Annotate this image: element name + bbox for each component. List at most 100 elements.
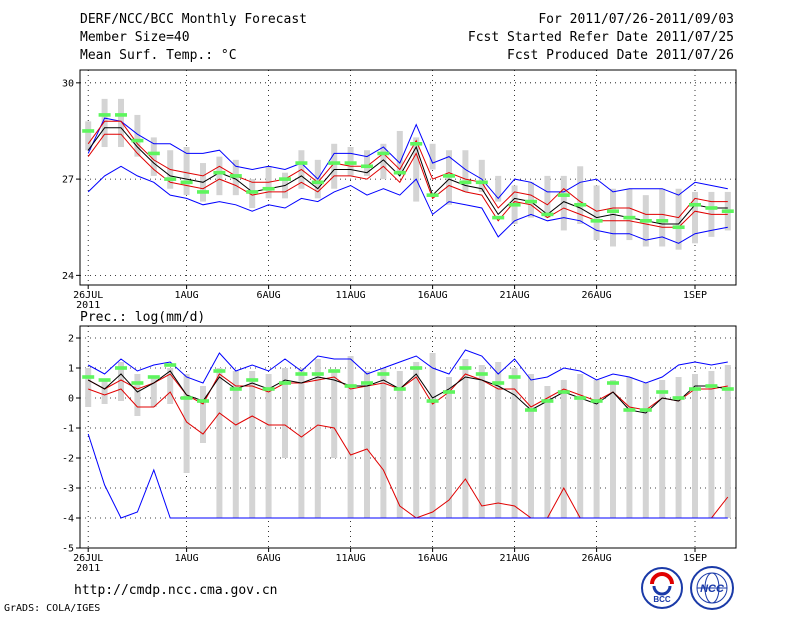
observed-marker [361, 164, 373, 169]
spread-box [610, 188, 616, 247]
spread-box [232, 371, 239, 518]
spread-box [396, 371, 403, 518]
spread-box [314, 359, 321, 518]
spread-box [183, 374, 190, 473]
observed-marker [229, 174, 242, 178]
spread-box [544, 386, 551, 518]
spread-box [364, 150, 370, 176]
y-tick-label: 2 [68, 334, 74, 345]
ensemble-min-line [87, 433, 728, 519]
observed-marker [459, 180, 472, 185]
ncc-logo: NCC [690, 566, 734, 610]
y-tick-label: 0 [68, 394, 74, 405]
x-tick-label: 26AUG [582, 553, 612, 564]
spread-box [642, 383, 649, 518]
spread-box [478, 365, 485, 518]
observed-marker [721, 387, 734, 391]
observed-marker [131, 381, 144, 385]
spread-box [692, 191, 698, 244]
spread-box [659, 380, 666, 518]
x-tick-year: 2011 [76, 563, 100, 574]
spread-box [593, 185, 600, 241]
observed-marker [98, 113, 111, 117]
observed-marker [639, 219, 652, 223]
observed-marker [705, 384, 718, 388]
observed-marker [557, 193, 570, 197]
spread-box [85, 368, 92, 407]
ensemble-min-line [87, 165, 728, 244]
observed-marker [197, 190, 209, 194]
observed-marker [147, 375, 160, 379]
spread-box [150, 377, 157, 407]
observed-marker [197, 399, 209, 403]
observed-marker [574, 202, 587, 207]
observed-marker [590, 219, 603, 223]
ensemble-mean-line [87, 370, 728, 414]
spread-box [560, 175, 567, 231]
y-tick-label: 27 [62, 175, 74, 186]
member-size: Member Size=40 [80, 30, 190, 45]
spread-box [413, 362, 420, 518]
ensemble-mean-line [87, 127, 728, 225]
spread-box [495, 362, 502, 518]
spread-box [413, 137, 420, 202]
spread-box [150, 137, 157, 176]
observed-marker [689, 387, 701, 391]
observed-marker [131, 138, 144, 143]
forecast-produced-date: Fcst Produced Date 2011/07/26 [507, 48, 734, 63]
spread-box [560, 380, 567, 518]
observed-marker [607, 381, 619, 385]
source-url[interactable]: http://cmdp.ncc.cma.gov.cn [74, 583, 278, 598]
observed-marker [689, 202, 701, 207]
y-tick-label: 1 [68, 364, 74, 375]
spread-box [134, 374, 141, 416]
observed-marker [311, 372, 324, 376]
x-tick-label: 1SEP [683, 290, 707, 301]
observed-marker [279, 177, 291, 181]
observed-marker [115, 366, 127, 370]
observed-marker [492, 215, 505, 220]
spread-box [429, 143, 436, 170]
x-tick-label: 16AUG [418, 290, 448, 301]
observed-marker [279, 381, 291, 385]
x-tick-label: 21AUG [500, 553, 530, 564]
observed-marker [180, 396, 193, 400]
observed-marker [590, 399, 603, 403]
spread-box [101, 98, 108, 148]
forecast-period: For 2011/07/26-2011/09/03 [538, 12, 734, 27]
spread-box [134, 114, 141, 157]
spread-box [675, 377, 682, 518]
x-tick-label: 26JUL [73, 290, 103, 301]
x-tick-label: 26AUG [582, 290, 612, 301]
observed-marker [623, 408, 636, 412]
observed-marker [541, 399, 554, 403]
observed-marker [508, 375, 521, 379]
observed-marker [147, 151, 160, 156]
observed-marker [377, 151, 390, 156]
observed-marker [557, 390, 570, 394]
observed-marker [459, 366, 472, 370]
lower-line [87, 133, 728, 228]
x-tick-label: 21AUG [500, 290, 530, 301]
spread-box [692, 374, 698, 518]
temperature-variable-label: Mean Surf. Temp.: °C [80, 48, 237, 63]
y-tick-label: 30 [62, 78, 74, 89]
spread-box [544, 175, 551, 218]
observed-marker [164, 177, 177, 181]
observed-marker [656, 390, 669, 394]
spread-box [511, 368, 518, 518]
observed-marker [393, 387, 406, 391]
observed-marker [311, 180, 324, 185]
observed-marker [492, 381, 505, 385]
observed-marker [443, 174, 455, 178]
observed-marker [410, 366, 423, 370]
observed-marker [213, 369, 226, 373]
x-tick-label: 11AUG [336, 290, 366, 301]
x-tick-label: 1SEP [683, 553, 707, 564]
spread-box [577, 374, 584, 518]
spread-box [118, 362, 124, 401]
spread-box [347, 356, 354, 518]
observed-marker [525, 408, 537, 412]
x-tick-label: 6AUG [257, 553, 281, 564]
